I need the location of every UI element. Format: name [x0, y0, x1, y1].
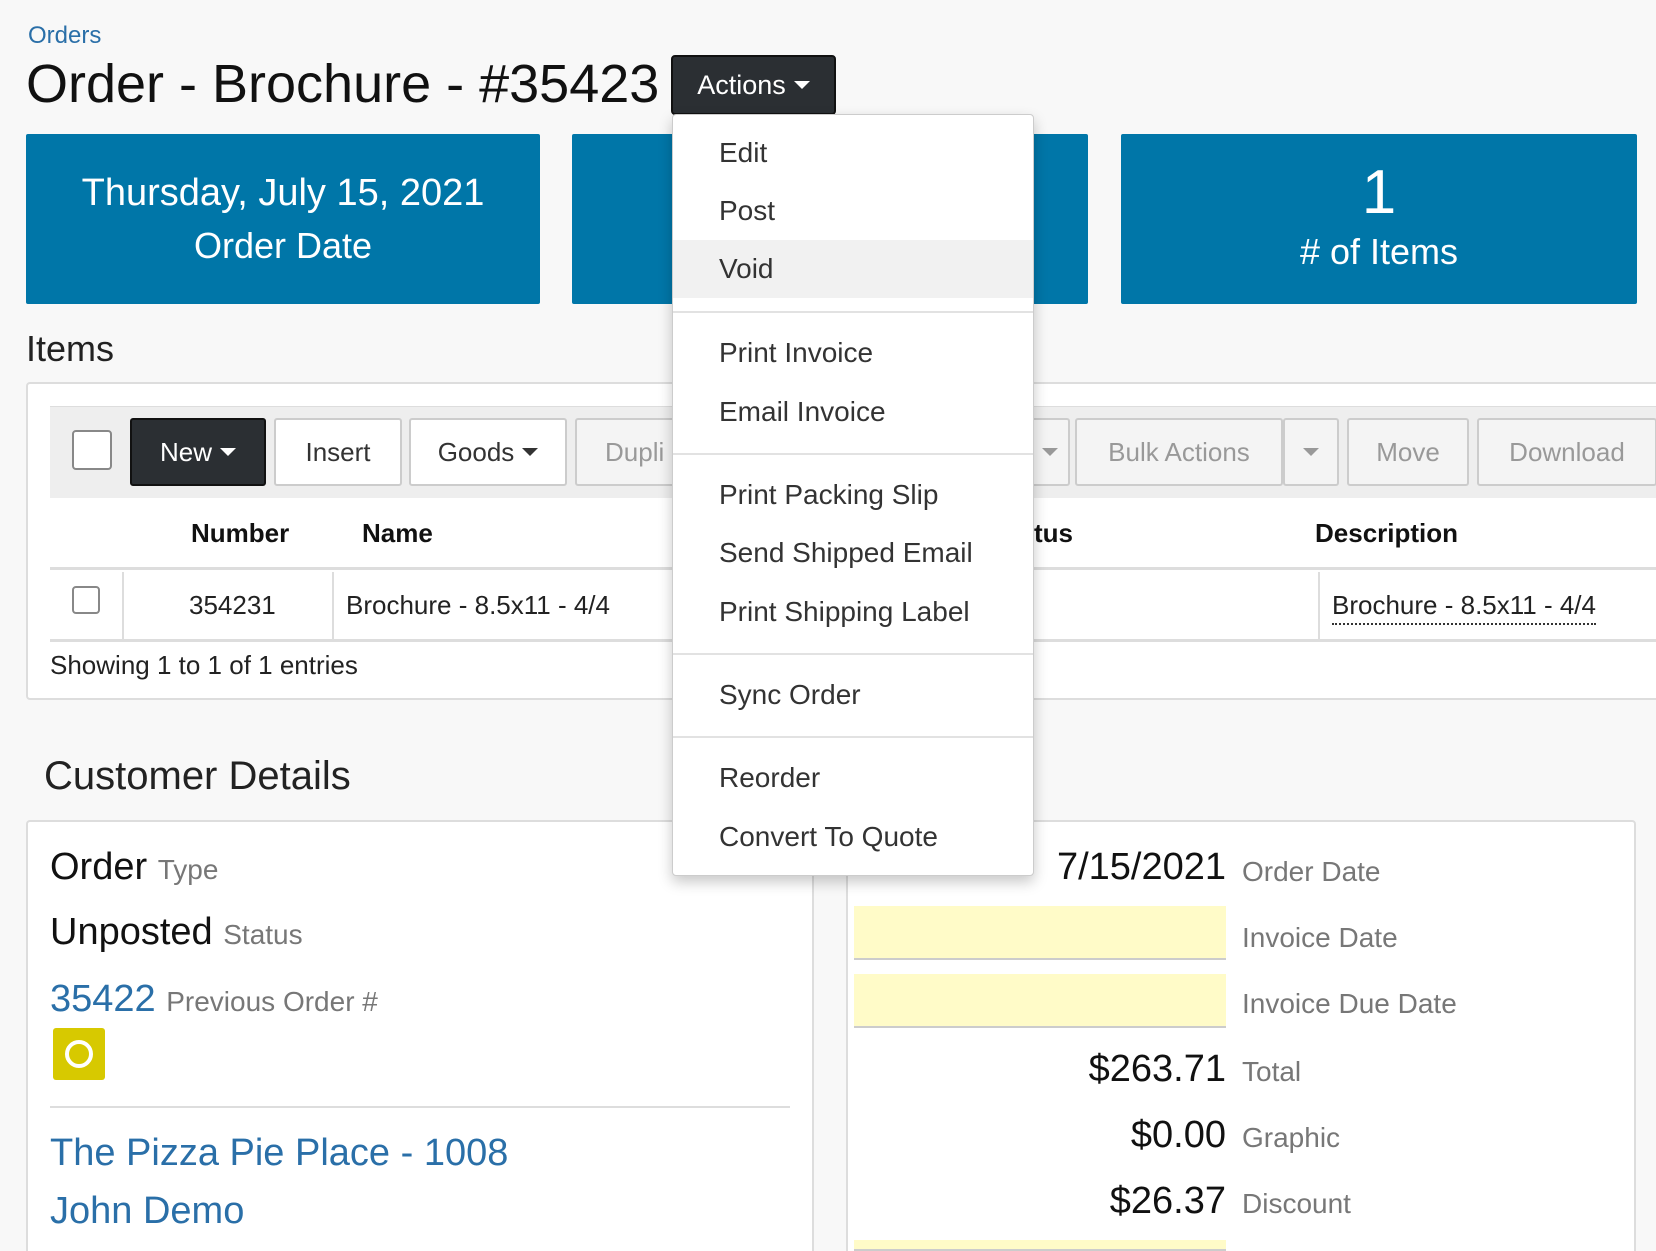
column-header-status[interactable]: tus [1034, 518, 1073, 548]
menu-item-reorder[interactable]: Reorder [719, 762, 821, 793]
detail-order-date-label: Order Date [1242, 856, 1381, 887]
divider [50, 1106, 790, 1108]
select-all-checkbox[interactable] [72, 430, 112, 470]
menu-item-void[interactable]: Void [673, 240, 1033, 298]
menu-item-print-packing-slip[interactable]: Print Packing Slip [719, 479, 939, 510]
caret-down-icon [793, 81, 810, 89]
row-number: 354231 [189, 590, 276, 620]
new-button[interactable]: New [130, 418, 266, 486]
items-count-value: 1 [1361, 158, 1397, 227]
order-type: Order Type [50, 846, 218, 889]
bulk-actions-label: Bulk Actions [1108, 436, 1250, 467]
previous-order-link[interactable]: 35422 [50, 978, 156, 1020]
order-type-label: Type [157, 854, 219, 885]
duplicate-button[interactable]: Dupli [575, 418, 685, 486]
items-count-label: # of Items [1299, 231, 1459, 272]
menu-item-sync-order[interactable]: Sync Order [719, 679, 861, 710]
actions-button[interactable]: Actions [671, 55, 836, 115]
row-checkbox[interactable] [72, 586, 100, 614]
new-label: New [159, 436, 212, 467]
caret-down-icon [522, 448, 539, 456]
graphic-label: Graphic [1242, 1122, 1341, 1153]
move-label: Move [1376, 436, 1440, 467]
menu-divider [673, 311, 1033, 313]
caret-down-icon [220, 448, 236, 456]
items-count-tile: 1 # of Items [1121, 134, 1637, 304]
order-date-tile: Thursday, July 15, 2021 Order Date [26, 134, 540, 304]
order-details-panel [846, 820, 1636, 1251]
total-label: Total [1242, 1056, 1302, 1087]
bulk-actions-button[interactable]: Bulk Actions [1075, 418, 1283, 486]
column-divider [332, 572, 334, 642]
previous-order: 35422 Previous Order # [50, 978, 378, 1021]
company-link[interactable]: The Pizza Pie Place - 1008 [50, 1132, 509, 1174]
column-header-description[interactable]: Description [1315, 518, 1459, 548]
menu-divider [673, 453, 1033, 455]
download-label: Download [1509, 436, 1625, 467]
status-indicator-icon[interactable] [53, 1028, 105, 1080]
graphic-value: $0.00 [1130, 1114, 1226, 1156]
customer-section-title: Customer Details [44, 754, 351, 798]
insert-label: Insert [305, 436, 371, 467]
detail-order-date-value: 7/15/2021 [1056, 846, 1226, 888]
invoice-date-label: Invoice Date [1242, 922, 1398, 953]
discount-value: $26.37 [1109, 1180, 1226, 1222]
order-date-tile-label: Order Date [193, 225, 373, 266]
circle-icon [65, 1040, 93, 1068]
order-date-tile-value: Thursday, July 15, 2021 [81, 172, 485, 214]
goods-button[interactable]: Goods [409, 418, 567, 486]
total-value: $263.71 [1088, 1048, 1226, 1090]
column-header-number[interactable]: Number [191, 518, 290, 548]
insert-button[interactable]: Insert [274, 418, 402, 486]
order-status: Unposted Status [50, 911, 303, 954]
row-description[interactable]: Brochure - 8.5x11 - 4/4 [1332, 590, 1596, 625]
breadcrumb-orders[interactable]: Orders [28, 22, 102, 49]
menu-item-edit[interactable]: Edit [719, 137, 768, 168]
menu-item-print-shipping-label[interactable]: Print Shipping Label [719, 596, 970, 627]
column-header-name[interactable]: Name [362, 518, 433, 548]
goods-label: Goods [437, 436, 515, 467]
menu-item-post[interactable]: Post [719, 195, 776, 226]
order-type-value: Order [50, 846, 148, 888]
column-divider [122, 572, 124, 642]
menu-item-convert-to-quote[interactable]: Convert To Quote [719, 821, 938, 852]
menu-item-send-shipped-email[interactable]: Send Shipped Email [719, 537, 973, 568]
actions-dropdown-menu: Edit Post Void Print Invoice Email Invoi… [672, 114, 1034, 876]
page-title: Order - Brochure - #35423 [26, 54, 660, 114]
menu-divider [673, 736, 1033, 738]
invoice-due-date-field[interactable] [854, 974, 1226, 1028]
column-divider [1318, 572, 1320, 642]
actions-label: Actions [697, 69, 786, 100]
caret-down-icon [1303, 448, 1319, 456]
next-field[interactable] [854, 1240, 1226, 1251]
contact-link[interactable]: John Demo [50, 1190, 245, 1232]
menu-item-print-invoice[interactable]: Print Invoice [719, 337, 874, 368]
menu-divider [673, 653, 1033, 655]
invoice-due-date-label: Invoice Due Date [1242, 988, 1457, 1019]
row-name[interactable]: Brochure - 8.5x11 - 4/4 [346, 590, 610, 620]
duplicate-label: Dupli [605, 436, 665, 467]
discount-label: Discount [1242, 1188, 1351, 1219]
table-entries-info: Showing 1 to 1 of 1 entries [50, 650, 358, 680]
invoice-date-field[interactable] [854, 906, 1226, 960]
order-status-label: Status [223, 919, 303, 950]
items-section-title: Items [26, 328, 115, 369]
bulk-actions-dropdown-button[interactable] [1283, 418, 1339, 486]
download-button[interactable]: Download [1477, 418, 1656, 486]
customer-panel [26, 820, 814, 1251]
move-button[interactable]: Move [1347, 418, 1469, 486]
caret-down-icon [1042, 448, 1058, 456]
previous-order-label: Previous Order # [166, 986, 378, 1017]
order-status-value: Unposted [50, 911, 213, 953]
menu-item-email-invoice[interactable]: Email Invoice [719, 396, 886, 427]
